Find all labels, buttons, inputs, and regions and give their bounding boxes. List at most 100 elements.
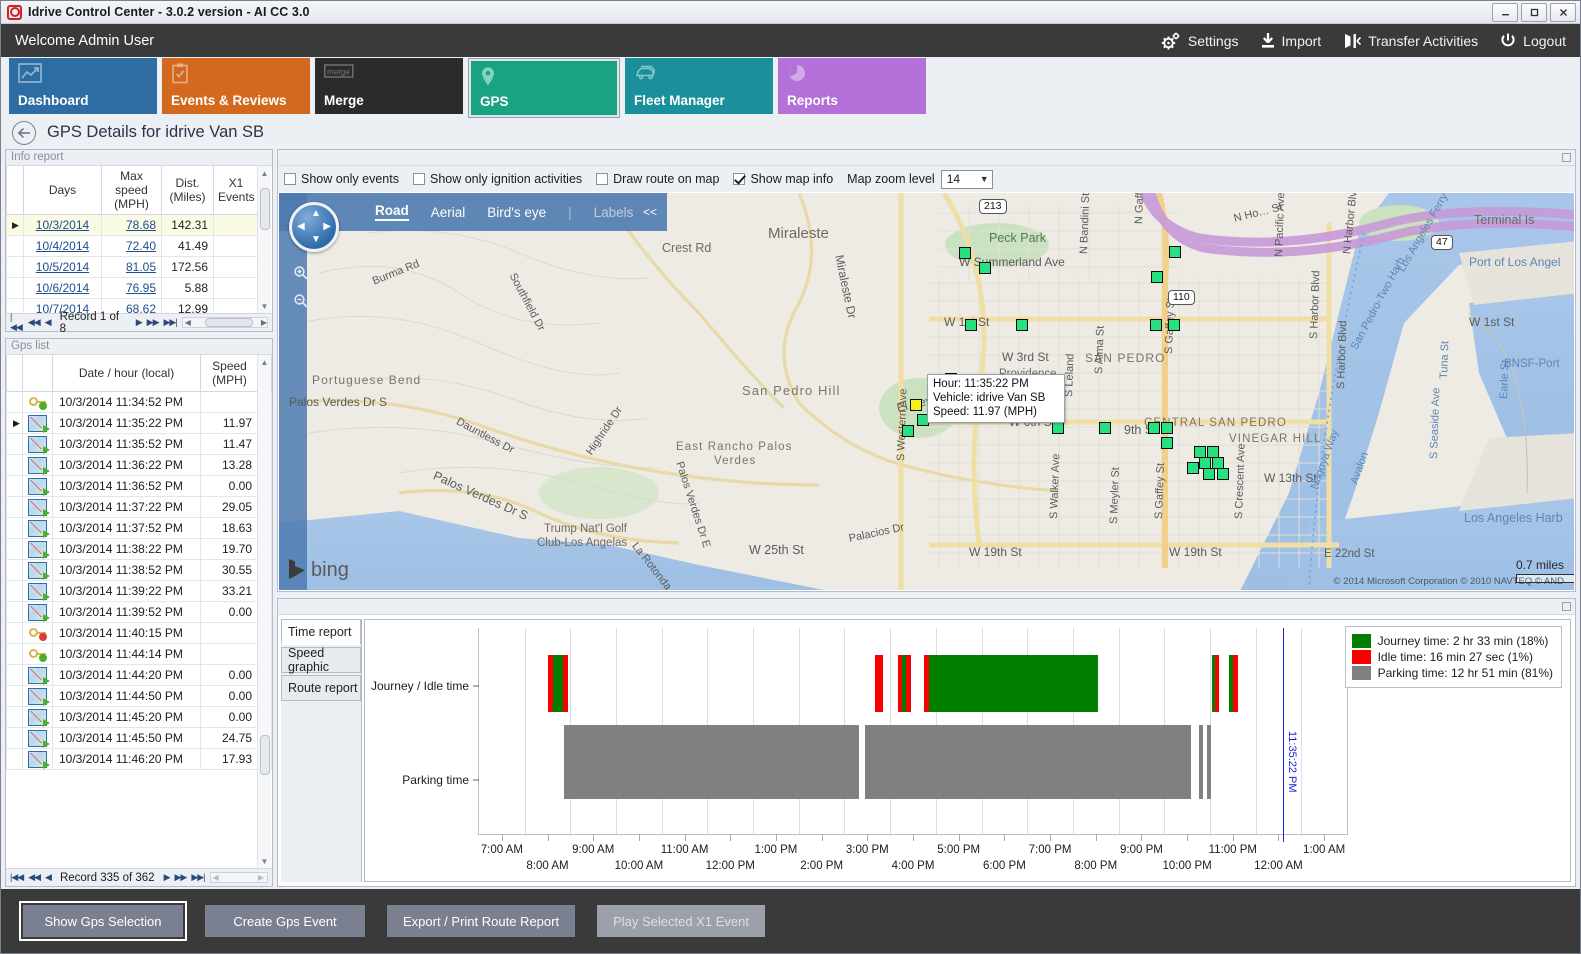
chart-cursor-line[interactable] — [1282, 628, 1285, 842]
map-zoom-out-button[interactable] — [291, 291, 311, 311]
list-item[interactable]: 10/3/2014 11:38:52 PM 30.55 — [6, 559, 272, 581]
info-report-vscrollbar[interactable]: ▲ ▼ — [257, 166, 271, 313]
info-col-x1-events[interactable]: X1 Events — [213, 166, 259, 215]
tab-time-report[interactable]: Time report — [281, 619, 361, 645]
map-marker[interactable] — [1161, 437, 1173, 449]
close-button[interactable] — [1550, 3, 1576, 22]
map-marker[interactable] — [1169, 246, 1181, 258]
show-only-ignition-option[interactable]: Show only ignition activities — [412, 172, 582, 186]
nav-tile-merge[interactable]: merge Merge — [315, 58, 463, 114]
gps-prev-record-button[interactable]: ◀ — [45, 872, 52, 882]
list-item[interactable]: 10/3/2014 11:34:52 PM — [6, 391, 272, 413]
prev-page-button[interactable]: ◀◀ — [27, 317, 41, 327]
list-item[interactable]: 10/3/2014 11:45:50 PM 24.75 — [6, 727, 272, 749]
transfer-activities-button[interactable]: Transfer Activities — [1343, 32, 1478, 50]
time-report-collapse-icon[interactable] — [1562, 602, 1571, 611]
prev-record-button[interactable]: ◀ — [44, 317, 52, 327]
gps-next-page-button[interactable]: ▶▶ — [174, 872, 188, 882]
map-panel-collapse-icon[interactable] — [1562, 153, 1571, 162]
gps-last-record-button[interactable]: ▶▶| — [191, 872, 205, 882]
draw-route-option[interactable]: Draw route on map — [596, 172, 719, 186]
first-record-button[interactable]: |◀◀ — [10, 312, 23, 332]
gps-col-speed[interactable]: Speed (MPH) — [200, 355, 259, 392]
import-button[interactable]: Import — [1261, 32, 1321, 50]
show-map-info-option[interactable]: Show map info — [733, 172, 833, 186]
list-item[interactable]: 10/3/2014 11:39:22 PM 33.21 — [6, 580, 272, 602]
map-marker[interactable] — [1161, 422, 1173, 434]
map-marker-current[interactable] — [910, 399, 922, 411]
list-item[interactable]: 10/3/2014 11:37:22 PM 29.05 — [6, 496, 272, 518]
export-print-route-report-button[interactable]: Export / Print Route Report — [387, 905, 576, 937]
map-marker[interactable] — [1148, 422, 1160, 434]
scroll-down-icon[interactable]: ▼ — [260, 301, 269, 311]
table-row[interactable]: 10/6/2014 76.95 5.88 — [6, 277, 259, 299]
map-marker[interactable] — [1150, 319, 1162, 331]
map-marker[interactable] — [965, 319, 977, 331]
list-item[interactable]: 10/3/2014 11:44:50 PM 0.00 — [6, 685, 272, 707]
gps-scroll-thumb[interactable] — [260, 735, 270, 775]
map-marker[interactable] — [979, 262, 991, 274]
map-marker[interactable] — [1187, 462, 1199, 474]
next-page-button[interactable]: ▶▶ — [146, 317, 160, 327]
nav-tile-dashboard[interactable]: Dashboard — [9, 58, 157, 114]
cell-day[interactable]: 10/4/2014 — [23, 235, 102, 257]
pan-down-icon[interactable]: ▼ — [311, 234, 321, 245]
info-col-dist[interactable]: Dist. (Miles) — [161, 166, 214, 215]
info-col-days[interactable]: Days — [23, 166, 102, 215]
gps-next-record-button[interactable]: ▶ — [163, 872, 171, 882]
map-mode-aerial[interactable]: Aerial — [430, 204, 466, 220]
table-row[interactable]: 10/7/2014 68.62 12.99 — [6, 298, 259, 313]
map-marker[interactable] — [1168, 319, 1180, 331]
show-map-info-checkbox[interactable] — [733, 173, 746, 185]
chart-plot-area[interactable]: Journey / Idle time Parking time 7:00 AM 8:… — [371, 628, 1348, 872]
show-only-events-checkbox[interactable] — [284, 173, 296, 185]
list-item[interactable]: 10/3/2014 11:44:20 PM 0.00 — [6, 664, 272, 686]
gps-scroll-up-icon[interactable]: ▲ — [260, 357, 269, 367]
map-marker[interactable] — [1151, 271, 1163, 283]
show-gps-selection-button[interactable]: Show Gps Selection — [19, 901, 187, 941]
list-item[interactable]: 10/3/2014 11:44:14 PM — [6, 643, 272, 665]
pan-left-icon[interactable]: ◀ — [297, 221, 305, 232]
settings-button[interactable]: Settings — [1161, 32, 1239, 50]
list-item[interactable]: 10/3/2014 11:37:52 PM 18.63 — [6, 517, 272, 539]
scroll-up-icon[interactable]: ▲ — [260, 168, 269, 178]
map-marker[interactable] — [959, 247, 971, 259]
map-marker[interactable] — [1016, 319, 1028, 331]
map-marker[interactable] — [902, 425, 914, 437]
gps-scroll-down-icon[interactable]: ▼ — [260, 856, 269, 866]
list-item[interactable]: 10/3/2014 11:36:22 PM 13.28 — [6, 454, 272, 476]
list-item[interactable]: ▶ 10/3/2014 11:35:22 PM 11.97 — [6, 412, 272, 434]
show-only-ignition-checkbox[interactable] — [412, 173, 425, 185]
info-report-hscrollbar[interactable]: ◀ ▶ — [181, 317, 268, 328]
cell-max-speed[interactable]: 78.68 — [101, 214, 162, 236]
nav-tile-gps-wrapper[interactable]: GPS — [468, 58, 620, 118]
tab-route-report[interactable]: Route report — [281, 675, 361, 701]
nav-tile-reports[interactable]: Reports — [778, 58, 926, 114]
cell-day[interactable]: 10/6/2014 — [23, 277, 102, 299]
map-marker[interactable] — [1217, 468, 1229, 480]
next-record-button[interactable]: ▶ — [135, 317, 143, 327]
maximize-button[interactable] — [1521, 3, 1547, 22]
list-item[interactable]: 10/3/2014 11:36:52 PM 0.00 — [6, 475, 272, 497]
list-item[interactable]: 10/3/2014 11:38:22 PM 19.70 — [6, 538, 272, 560]
gps-first-record-button[interactable]: |◀◀ — [10, 872, 24, 882]
map-pan-control[interactable]: ▲ ▼ ◀ ▶ — [289, 202, 339, 252]
gps-prev-page-button[interactable]: ◀◀ — [28, 872, 41, 882]
map-canvas[interactable]: Road Aerial Bird's eye | Labels << ▲ ▼ ◀… — [279, 193, 1574, 590]
list-item[interactable]: 10/3/2014 11:46:20 PM 17.93 — [6, 748, 272, 770]
cell-max-speed[interactable]: 81.05 — [101, 256, 162, 278]
gps-col-datetime[interactable]: Date / hour (local) — [52, 355, 201, 392]
last-record-button[interactable]: ▶▶| — [163, 317, 178, 327]
gps-list-vscrollbar[interactable]: ▲ ▼ — [257, 355, 271, 868]
map-marker[interactable] — [1203, 468, 1215, 480]
gps-list-hscrollbar[interactable]: ◀ ▶ — [209, 872, 268, 883]
map-zoom-in-button[interactable] — [291, 263, 311, 283]
cell-day[interactable]: 10/5/2014 — [23, 256, 102, 278]
minimize-button[interactable] — [1492, 3, 1518, 22]
nav-tile-fleet-manager[interactable]: Fleet Manager — [625, 58, 773, 114]
pan-up-icon[interactable]: ▲ — [311, 208, 321, 219]
nav-tile-events-reviews[interactable]: Events & Reviews — [162, 58, 310, 114]
list-item[interactable]: 10/3/2014 11:40:15 PM — [6, 622, 272, 644]
table-row[interactable]: 10/4/2014 72.40 41.49 — [6, 235, 259, 257]
pan-right-icon[interactable]: ▶ — [323, 221, 331, 232]
